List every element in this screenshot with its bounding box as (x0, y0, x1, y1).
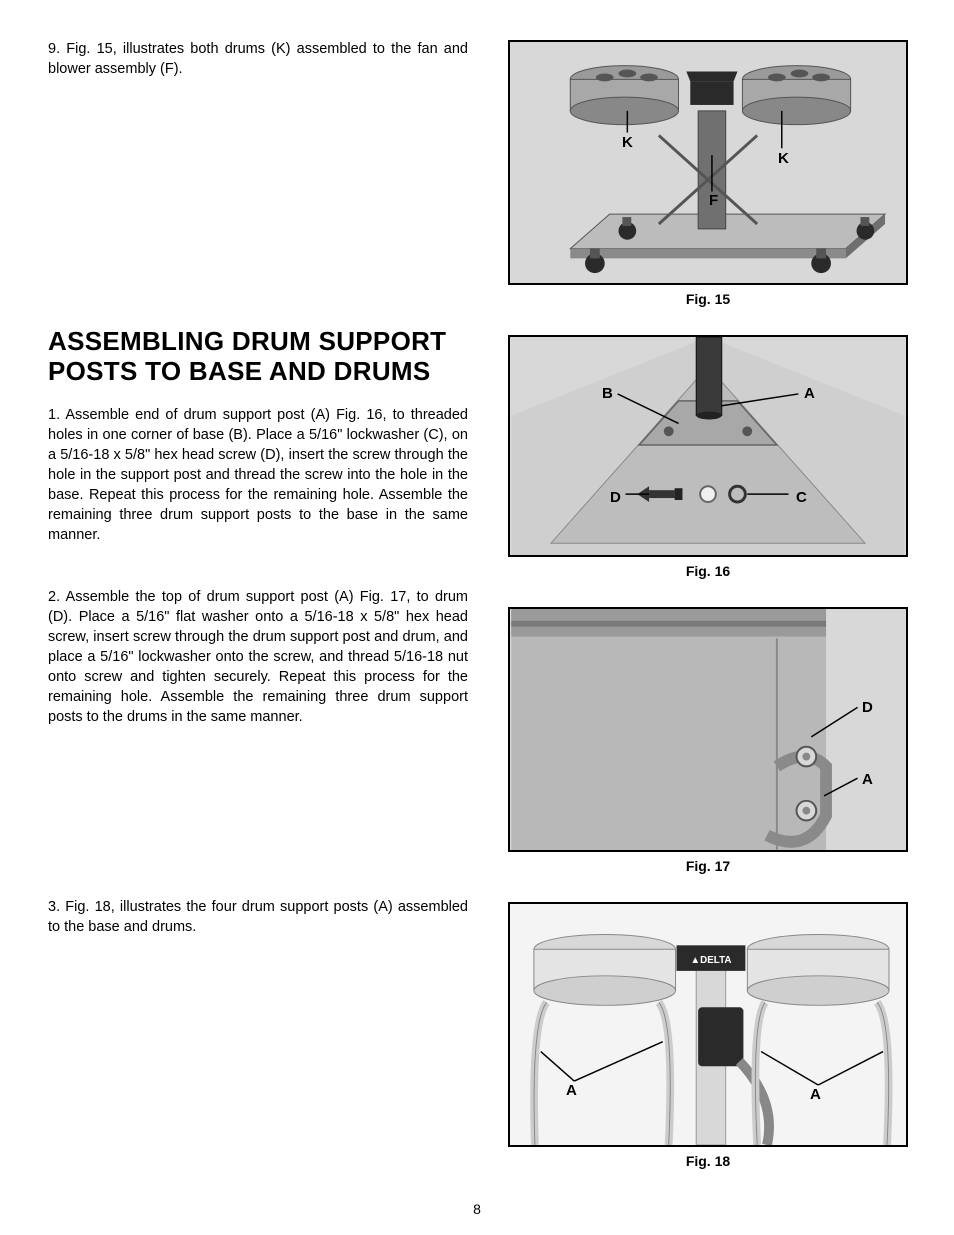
fig16-illustration (510, 337, 906, 555)
fig16-label-d: D (610, 489, 621, 506)
fig18-label-a1: A (566, 1082, 577, 1099)
fig15-label-k1: K (622, 134, 633, 151)
fig17-illustration (510, 609, 906, 850)
figure-15: K K F Fig. 15 (508, 40, 908, 307)
fig17-label-d: D (862, 699, 873, 716)
fig16-label-c: C (796, 489, 807, 506)
section-heading: ASSEMBLING DRUM SUPPORT POSTS TO BASE AN… (48, 327, 468, 387)
fig15-illustration (510, 42, 906, 283)
figure-17: D A Fig. 17 (508, 607, 908, 874)
fig18-illustration: ▲DELTA (510, 904, 906, 1145)
fig17-caption: Fig. 17 (508, 858, 908, 874)
fig16-label-b: B (602, 385, 613, 402)
figure-16: B A D C Fig. 16 (508, 335, 908, 579)
svg-text:▲DELTA: ▲DELTA (690, 955, 731, 966)
step-1: 1. Assemble end of drum support post (A)… (48, 405, 468, 545)
page-number: 8 (0, 1201, 954, 1217)
fig15-label-f: F (709, 192, 718, 209)
fig18-label-a2: A (810, 1086, 821, 1103)
step-3: 3. Fig. 18, illustrates the four drum su… (48, 897, 468, 937)
intro-text: 9. Fig. 15, illustrates both drums (K) a… (48, 40, 468, 79)
fig15-label-k2: K (778, 150, 789, 167)
figure-18: ▲DELTA (508, 902, 908, 1169)
fig16-label-a: A (804, 385, 815, 402)
fig16-caption: Fig. 16 (508, 563, 908, 579)
fig18-caption: Fig. 18 (508, 1153, 908, 1169)
step-2: 2. Assemble the top of drum support post… (48, 587, 468, 727)
fig17-label-a: A (862, 771, 873, 788)
fig15-caption: Fig. 15 (508, 291, 908, 307)
